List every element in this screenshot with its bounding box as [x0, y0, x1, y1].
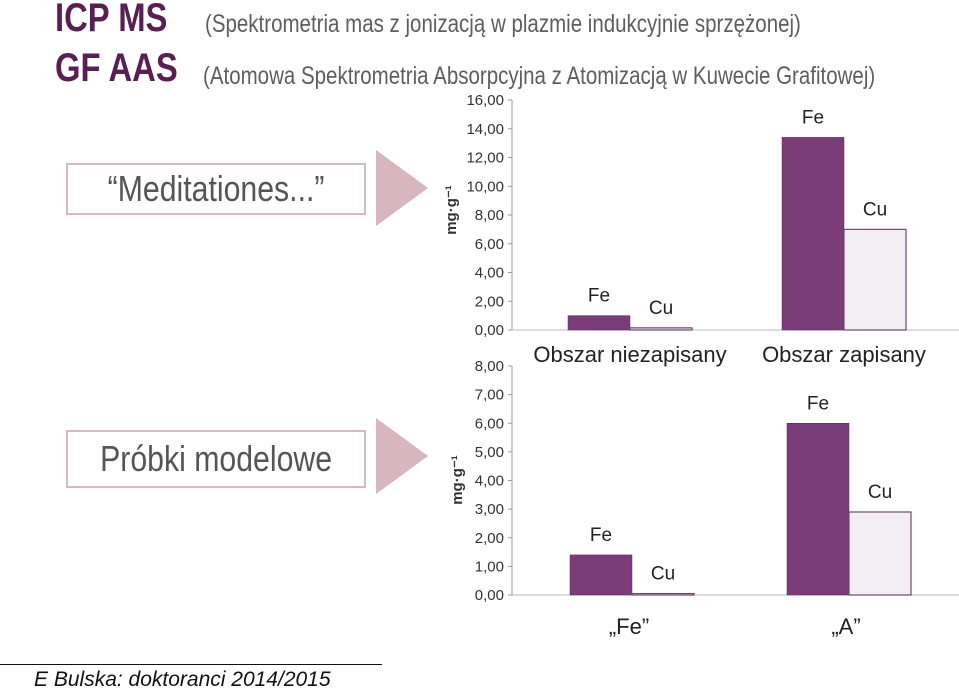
- bar-label-fe-1: Fe: [588, 286, 610, 307]
- y-tick-label: 10,00: [466, 178, 504, 195]
- bar-label-fe-1: Fe: [590, 525, 612, 546]
- y-tick-label: 8,00: [475, 207, 504, 224]
- y-tick-label: 0,00: [475, 322, 504, 339]
- category-label-1: „Fe”: [609, 614, 649, 639]
- arrow-right-icon: [376, 150, 428, 226]
- title-line-2: GF AAS (Atomowa Spektrometria Absorpcyjn…: [55, 46, 875, 91]
- meditationes-label-box: “Meditationes...”: [66, 163, 366, 215]
- bar-label-cu-1: Cu: [651, 564, 675, 585]
- bar-fe-1: [567, 315, 631, 331]
- category-label-1: Obszar niezapisany: [533, 342, 726, 367]
- bar-label-cu-2: Cu: [868, 482, 892, 503]
- y-tick-label: 3,00: [475, 501, 504, 518]
- bar-cu-1: [629, 327, 693, 331]
- chart-meditationes: 0,00 2,00 4,00 6,00 8,00 10,00 12,00 14,00 16,00…: [443, 92, 959, 367]
- category-label-2: Obszar zapisany: [762, 342, 926, 367]
- arrow-right-icon: [376, 418, 428, 494]
- title-gfaas: GF AAS: [55, 46, 178, 90]
- y-tick-label: 4,00: [475, 265, 504, 282]
- meditationes-label: “Meditationes...”: [107, 168, 325, 209]
- probki-label-box: Próbki modelowe: [66, 430, 366, 488]
- probki-label: Próbki modelowe: [100, 438, 332, 479]
- bar-fe-1: [569, 554, 633, 596]
- footer-divider: [0, 664, 382, 665]
- bar-fe-2: [781, 137, 845, 331]
- title-icpms-description: (Spektrometria mas z jonizacją w plazmie…: [205, 10, 801, 38]
- bar-label-fe-2: Fe: [802, 107, 824, 128]
- y-tick-label: 2,00: [475, 530, 504, 547]
- chart-probki-modelowe: 0,00 1,00 2,00 3,00 4,00 5,00 6,00 7,00 8,00 mg·g…: [449, 358, 959, 639]
- y-tick-label: 8,00: [475, 358, 504, 375]
- y-tick-label: 5,00: [475, 444, 504, 461]
- footer-credit: E Bulska: doktoranci 2014/2015: [34, 668, 331, 691]
- bar-cu-2: [843, 228, 907, 331]
- y-tick-label: 16,00: [466, 92, 504, 109]
- y-tick-label: 1,00: [475, 558, 504, 575]
- y-axis-label: mg·g⁻¹: [443, 185, 460, 235]
- category-label-2: „A”: [831, 614, 860, 639]
- y-tick-label: 14,00: [466, 121, 504, 138]
- bar-label-cu-2: Cu: [863, 199, 887, 220]
- title-gfaas-description: (Atomowa Spektrometria Absorpcyjna z Ato…: [203, 62, 876, 90]
- y-tick-label: 7,00: [475, 387, 504, 404]
- title-icpms: ICP MS: [55, 0, 168, 40]
- bar-label-cu-1: Cu: [649, 298, 673, 319]
- bar-label-fe-2: Fe: [807, 393, 829, 414]
- bar-fe-2: [786, 423, 850, 596]
- bar-cu-2: [848, 511, 912, 596]
- y-tick-label: 6,00: [475, 415, 504, 432]
- y-tick-label: 4,00: [475, 473, 504, 490]
- bar-cu-1: [631, 592, 695, 596]
- y-tick-label: 6,00: [475, 236, 504, 253]
- y-tick-label: 2,00: [475, 293, 504, 310]
- y-tick-label: 0,00: [475, 587, 504, 604]
- title-line-1: ICP MS (Spektrometria mas z jonizacją w …: [55, 0, 801, 41]
- y-tick-label: 12,00: [466, 150, 504, 167]
- y-axis-label: mg·g⁻¹: [449, 455, 466, 505]
